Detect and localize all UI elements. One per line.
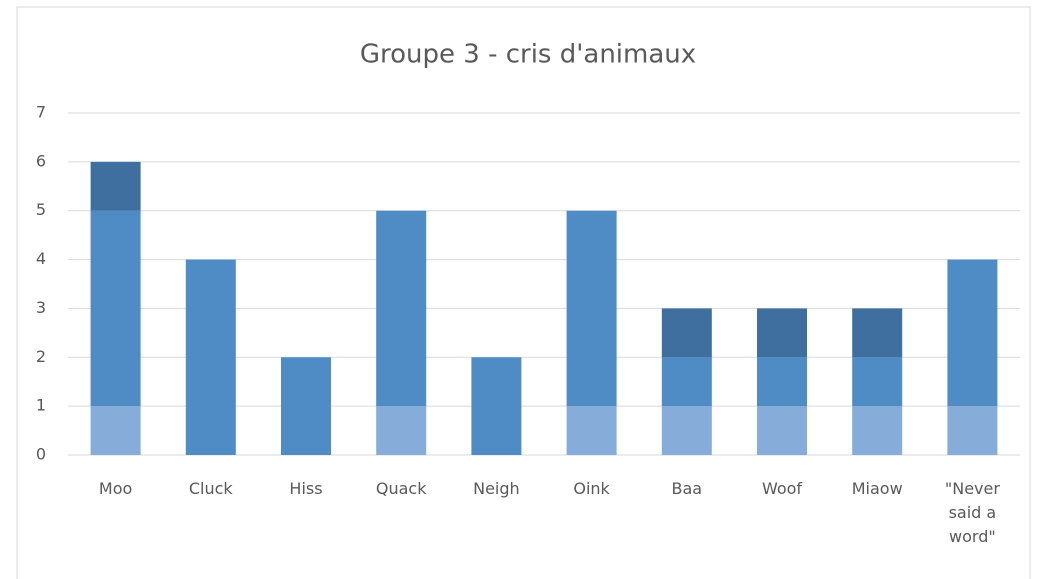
bar-segment [852, 308, 903, 358]
bar-segment [90, 161, 141, 211]
y-tick-label: 3 [36, 298, 46, 317]
x-tick-label: Cluck [188, 479, 233, 498]
y-tick-label: 5 [36, 200, 46, 219]
x-tick-label: Baa [671, 479, 703, 498]
x-tick-label: Quack [375, 479, 427, 498]
y-tick-label: 7 [36, 103, 46, 122]
bar-segment [90, 210, 141, 407]
bar-segment [947, 259, 998, 407]
chart-title: Groupe 3 - cris d'animaux [360, 40, 696, 70]
bar-segment [852, 406, 903, 455]
x-tick-label: Oink [573, 479, 610, 498]
bar-segment [661, 406, 712, 455]
y-tick-label: 6 [36, 151, 46, 170]
bar-segment [376, 406, 427, 455]
bar-segment [757, 357, 807, 407]
bar-segment [185, 259, 236, 455]
x-tick-label: Hiss [289, 479, 323, 498]
bar-segment [90, 406, 141, 455]
y-tick-label: 1 [36, 396, 46, 415]
bar-segment [566, 210, 617, 407]
bar-segment [566, 406, 617, 455]
bar-segment [947, 406, 998, 455]
bar-segment [757, 406, 807, 455]
x-tick-label: Neigh [473, 479, 520, 498]
y-tick-label: 0 [36, 445, 46, 464]
x-tick-label: Miaow [851, 479, 903, 498]
bar-segment [661, 308, 712, 358]
bar-segment [471, 357, 522, 455]
bar-segment [281, 357, 331, 455]
x-tick-label: "Never said a word" [944, 479, 1000, 546]
y-tick-label: 2 [36, 347, 46, 366]
x-tick-label: Woof [761, 479, 803, 498]
y-tick-label: 4 [36, 249, 46, 268]
x-tick-label: Moo [98, 479, 133, 498]
bar-segment [376, 210, 427, 407]
bar-segment [757, 308, 807, 358]
bar-segment [852, 357, 903, 407]
bar-segment [661, 357, 712, 407]
